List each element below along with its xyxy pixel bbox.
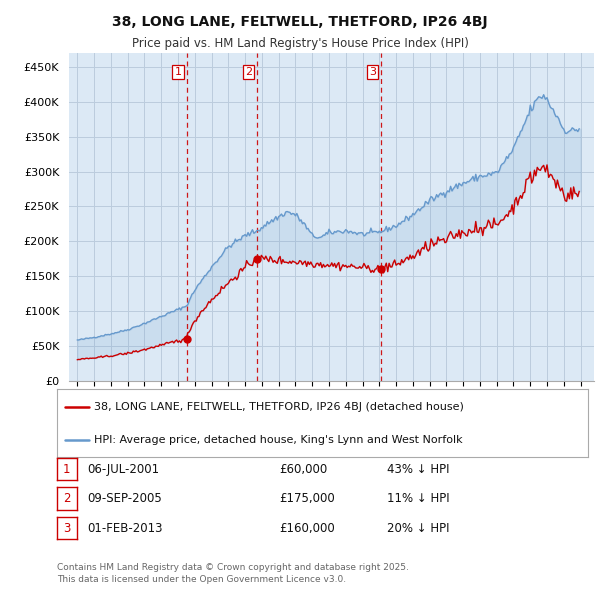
Text: 2: 2 [245, 67, 252, 77]
Text: 01-FEB-2013: 01-FEB-2013 [87, 522, 163, 535]
Text: 09-SEP-2005: 09-SEP-2005 [87, 492, 162, 505]
Text: 11% ↓ HPI: 11% ↓ HPI [387, 492, 449, 505]
Text: £175,000: £175,000 [279, 492, 335, 505]
Text: 06-JUL-2001: 06-JUL-2001 [87, 463, 159, 476]
Text: £160,000: £160,000 [279, 522, 335, 535]
Text: Contains HM Land Registry data © Crown copyright and database right 2025.
This d: Contains HM Land Registry data © Crown c… [57, 563, 409, 584]
Text: HPI: Average price, detached house, King's Lynn and West Norfolk: HPI: Average price, detached house, King… [94, 435, 463, 445]
Text: 20% ↓ HPI: 20% ↓ HPI [387, 522, 449, 535]
Text: 1: 1 [63, 463, 71, 476]
Text: 38, LONG LANE, FELTWELL, THETFORD, IP26 4BJ: 38, LONG LANE, FELTWELL, THETFORD, IP26 … [112, 15, 488, 29]
Text: 1: 1 [175, 67, 182, 77]
Text: 43% ↓ HPI: 43% ↓ HPI [387, 463, 449, 476]
Text: 3: 3 [63, 522, 71, 535]
Text: 2: 2 [63, 492, 71, 505]
Text: £60,000: £60,000 [279, 463, 327, 476]
Text: 3: 3 [369, 67, 376, 77]
Text: Price paid vs. HM Land Registry's House Price Index (HPI): Price paid vs. HM Land Registry's House … [131, 37, 469, 50]
Text: 38, LONG LANE, FELTWELL, THETFORD, IP26 4BJ (detached house): 38, LONG LANE, FELTWELL, THETFORD, IP26 … [94, 402, 464, 412]
